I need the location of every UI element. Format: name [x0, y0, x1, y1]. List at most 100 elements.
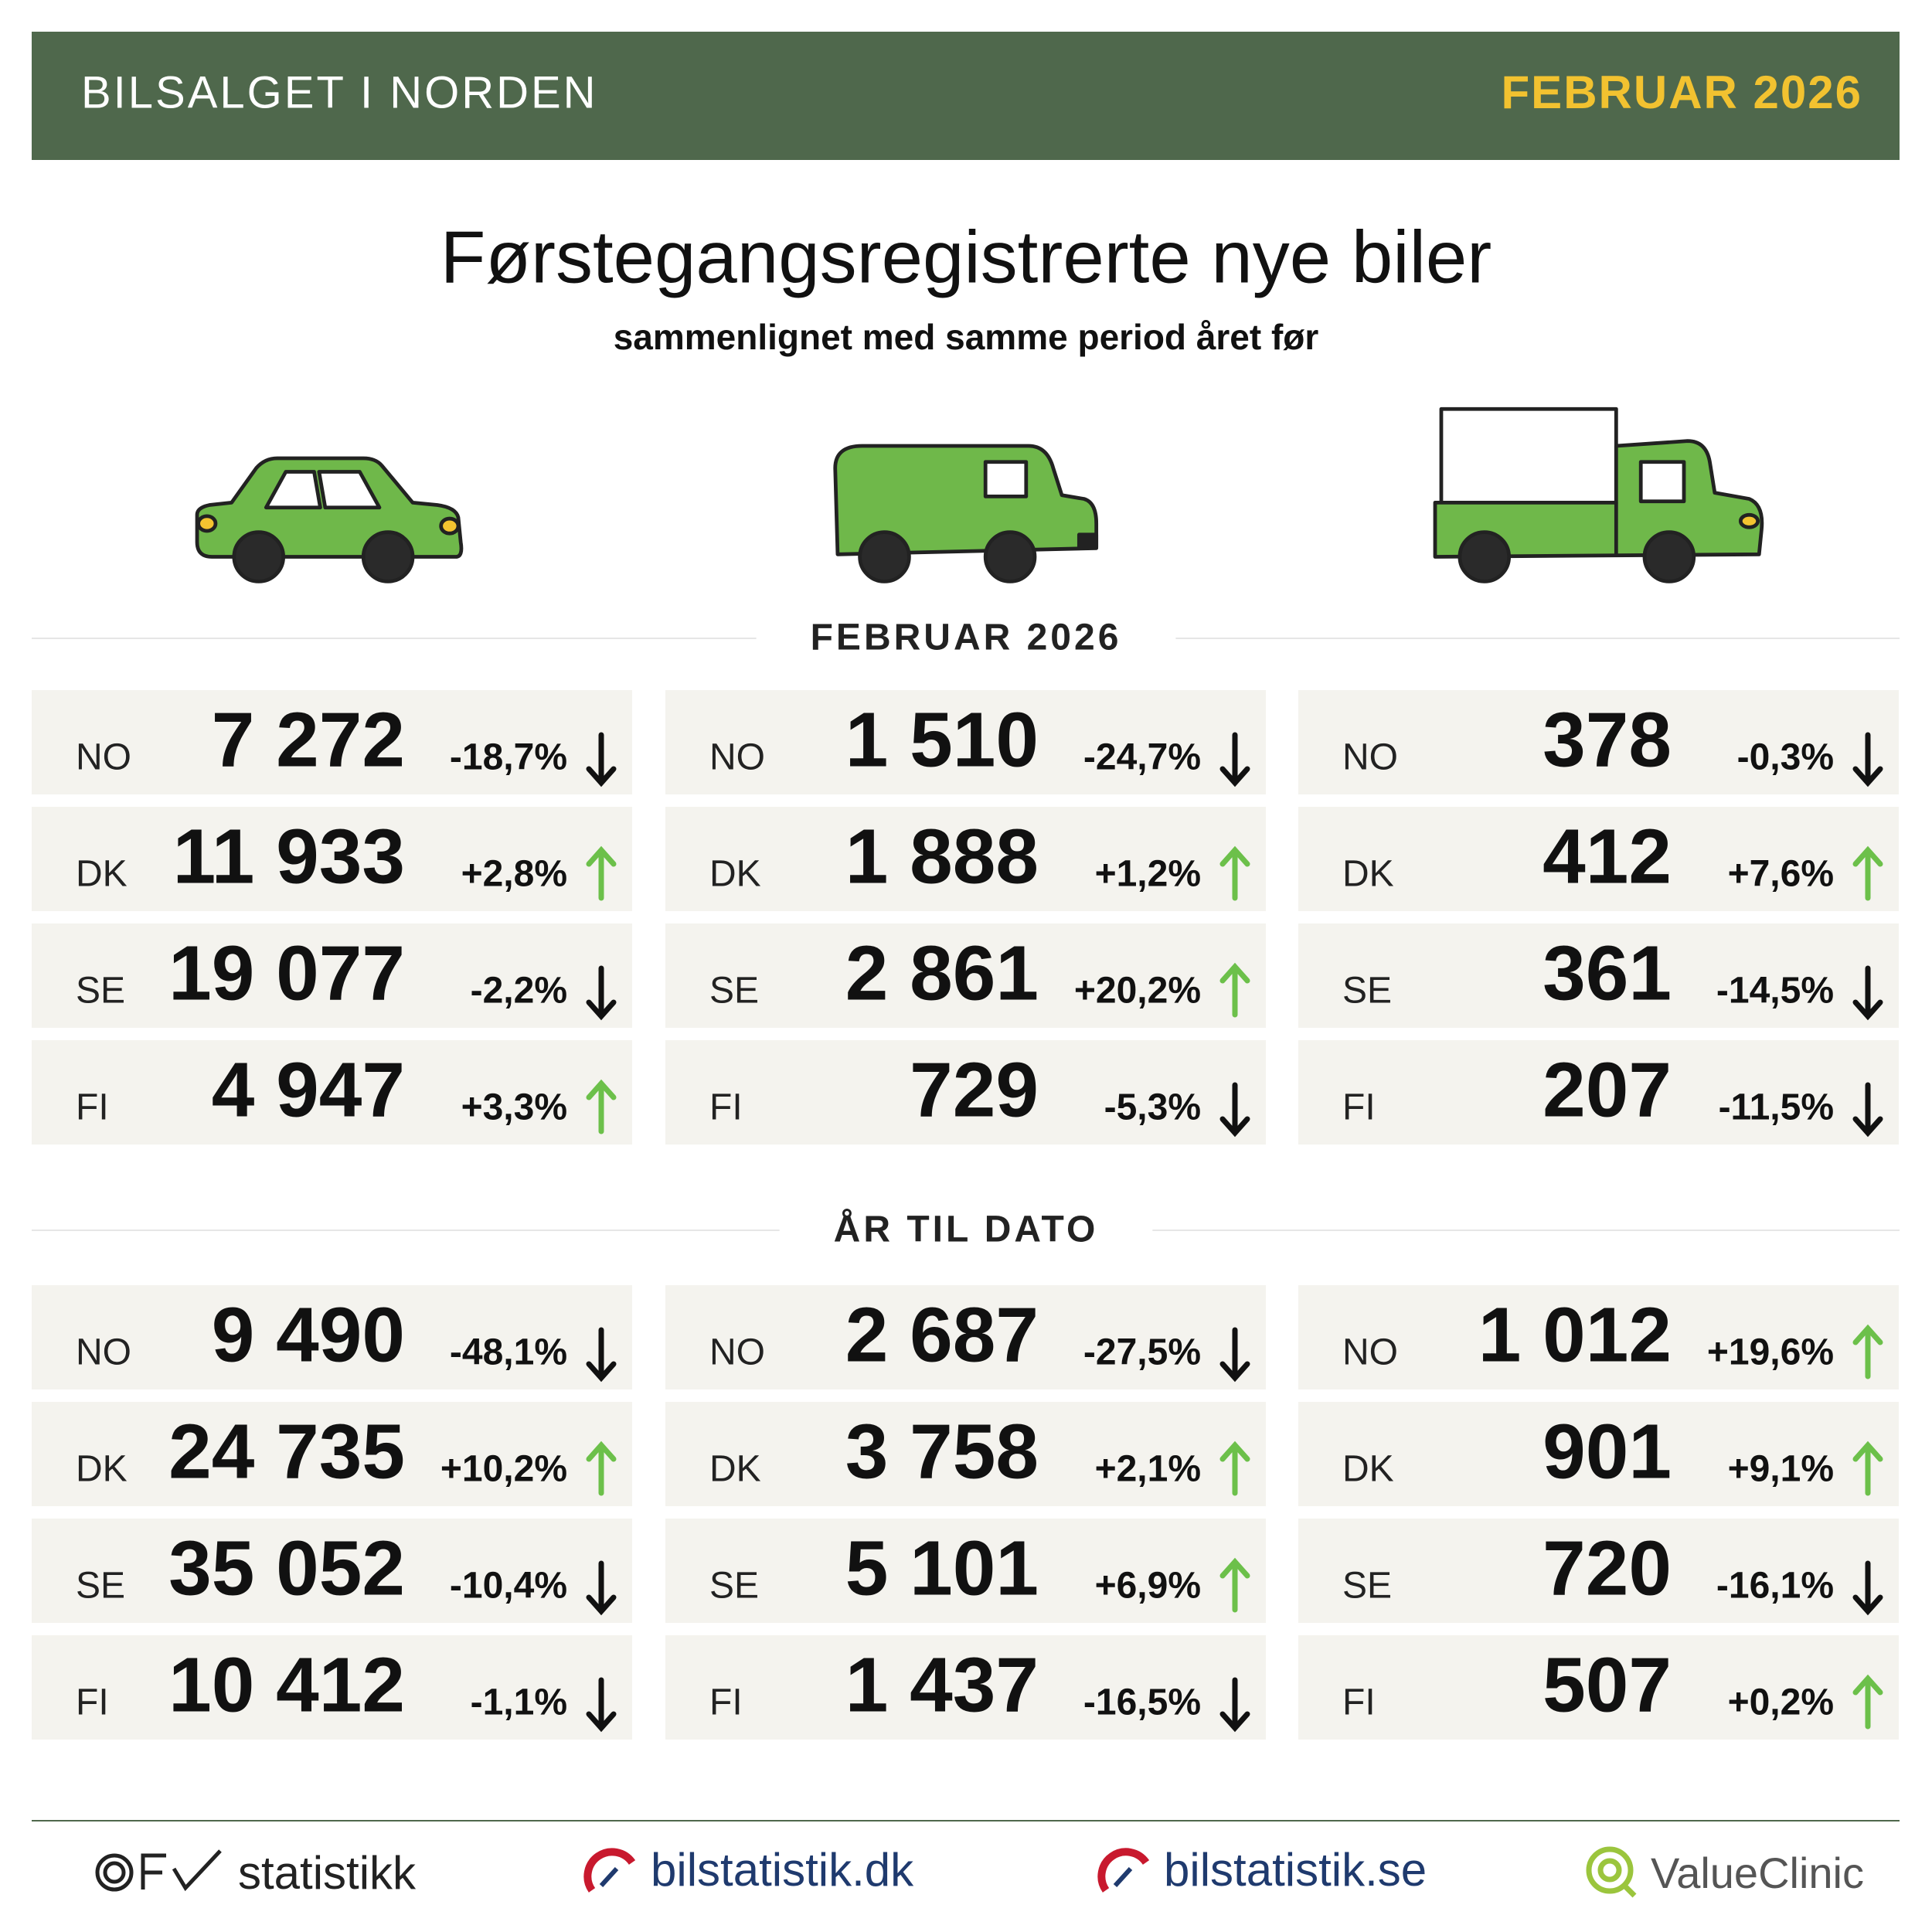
- arrow-head: [1852, 999, 1883, 1021]
- arrow-down: [586, 965, 617, 1021]
- stat-row: [1298, 690, 1899, 794]
- change-percent: -27,5%: [1083, 1332, 1201, 1373]
- registrations: 2 861: [845, 930, 1039, 1016]
- country-code: NO: [1342, 737, 1398, 778]
- registrations: 412: [1543, 813, 1672, 900]
- stat-row: [1298, 1402, 1899, 1506]
- arrow-head: [1852, 766, 1883, 787]
- footer-statistikk: statistikk: [238, 1847, 417, 1899]
- registrations: 901: [1543, 1408, 1672, 1495]
- arrow-head: [586, 1361, 617, 1383]
- stat-row: [665, 690, 1266, 794]
- arrow-head: [586, 766, 617, 787]
- arrow-head: [586, 1594, 617, 1616]
- stat-row: [1298, 1519, 1899, 1623]
- header-title: BILSALGET I NORDEN: [81, 67, 598, 117]
- arrow-down: [1852, 1560, 1883, 1616]
- country-code: FI: [76, 1682, 109, 1723]
- arrow-head: [1852, 1674, 1883, 1696]
- country-code: SE: [1342, 1566, 1392, 1607]
- change-percent: -18,7%: [450, 737, 567, 778]
- country-code: NO: [76, 737, 131, 778]
- country-code: FI: [1342, 1682, 1376, 1723]
- change-percent: +6,9%: [1095, 1566, 1201, 1607]
- arrow-head: [1219, 1116, 1250, 1138]
- country-code: DK: [1342, 854, 1394, 895]
- registrations: 729: [910, 1046, 1039, 1133]
- bilstatistik-se-icon: [1097, 1848, 1150, 1893]
- registrations: 720: [1543, 1525, 1672, 1611]
- registrations: 507: [1543, 1641, 1672, 1728]
- country-code: FI: [1342, 1087, 1376, 1128]
- stat-row: [32, 690, 632, 794]
- stat-row: [665, 1285, 1266, 1389]
- stat-row: [1298, 923, 1899, 1028]
- change-percent: +2,8%: [461, 854, 567, 895]
- header-period: FEBRUAR 2026: [1502, 66, 1862, 118]
- arrow-head: [586, 1079, 617, 1100]
- stat-row: [32, 807, 632, 911]
- arrow-down: [1219, 732, 1250, 787]
- change-percent: +19,6%: [1707, 1332, 1834, 1373]
- arrow-down: [586, 732, 617, 787]
- car-icon: [195, 456, 464, 583]
- registrations: 24 735: [168, 1408, 405, 1495]
- arrow-up: [586, 1079, 617, 1134]
- arrow-head: [586, 1440, 617, 1462]
- country-code: SE: [709, 971, 759, 1012]
- country-code: DK: [709, 854, 761, 895]
- change-percent: +7,6%: [1728, 854, 1834, 895]
- country-code: NO: [1342, 1332, 1398, 1373]
- country-code: NO: [709, 1332, 765, 1373]
- stat-row: [665, 1519, 1266, 1623]
- arrow-up: [1852, 1324, 1883, 1379]
- change-percent: +9,1%: [1728, 1449, 1834, 1490]
- arrow-head: [1219, 845, 1250, 867]
- header-bar: [32, 32, 1900, 160]
- arrow-head: [586, 845, 617, 867]
- registrations: 378: [1543, 696, 1672, 783]
- change-percent: -0,3%: [1737, 737, 1834, 778]
- country-code: DK: [709, 1449, 761, 1490]
- arrow-head: [1219, 1711, 1250, 1733]
- change-percent: +1,2%: [1095, 854, 1201, 895]
- arrow-down: [586, 1677, 617, 1733]
- registrations: 361: [1543, 930, 1672, 1016]
- arrow-head: [1219, 1361, 1250, 1383]
- arrow-up: [1852, 845, 1883, 901]
- stat-row: [1298, 807, 1899, 911]
- country-code: NO: [76, 1332, 131, 1373]
- section-label: FEBRUAR 2026: [811, 617, 1122, 658]
- registrations: 7 272: [212, 696, 405, 783]
- registrations: 5 101: [845, 1525, 1039, 1611]
- arrow-down: [1219, 1327, 1250, 1383]
- registrations: 1 012: [1478, 1291, 1672, 1378]
- arrow-up: [1219, 845, 1250, 901]
- change-percent: +20,2%: [1074, 971, 1201, 1012]
- registrations: 3 758: [845, 1408, 1039, 1495]
- country-code: SE: [76, 1566, 125, 1607]
- arrow-head: [586, 999, 617, 1021]
- arrow-up: [586, 845, 617, 901]
- stat-row: [32, 1519, 632, 1623]
- stat-row: [32, 1635, 632, 1740]
- change-percent: +3,3%: [461, 1087, 567, 1128]
- footer-bilstatistik-se: bilstatistik.se: [1164, 1844, 1427, 1896]
- stat-row: [665, 1635, 1266, 1740]
- registrations: 2 687: [845, 1291, 1039, 1378]
- change-percent: -2,2%: [471, 971, 567, 1012]
- change-percent: +10,2%: [440, 1449, 567, 1490]
- stat-row: [1298, 1285, 1899, 1389]
- registrations: 4 947: [212, 1046, 405, 1133]
- registrations: 10 412: [168, 1641, 405, 1728]
- arrow-down: [1852, 965, 1883, 1021]
- country-code: DK: [1342, 1449, 1394, 1490]
- arrow-up: [586, 1440, 617, 1496]
- arrow-up: [1852, 1674, 1883, 1730]
- registrations: 9 490: [212, 1291, 405, 1378]
- country-code: SE: [76, 971, 125, 1012]
- arrow-up: [1219, 962, 1250, 1018]
- change-percent: +2,1%: [1095, 1449, 1201, 1490]
- arrow-head: [1852, 1324, 1883, 1345]
